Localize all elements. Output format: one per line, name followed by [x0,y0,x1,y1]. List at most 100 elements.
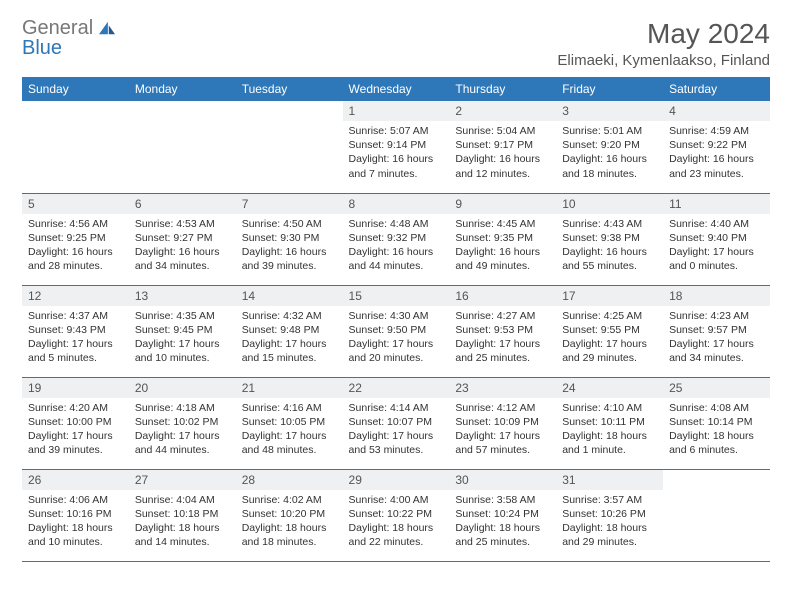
calendar-cell: 13Sunrise: 4:35 AMSunset: 9:45 PMDayligh… [129,285,236,377]
calendar-cell: 28Sunrise: 4:02 AMSunset: 10:20 PMDaylig… [236,469,343,561]
calendar-cell: 1Sunrise: 5:07 AMSunset: 9:14 PMDaylight… [343,101,450,193]
sunset-text: Sunset: 10:00 PM [28,415,123,429]
calendar-row: 19Sunrise: 4:20 AMSunset: 10:00 PMDaylig… [22,377,770,469]
sunrise-text: Sunrise: 4:40 AM [669,217,764,231]
weekday-header: Friday [556,77,663,101]
sunrise-text: Sunrise: 4:14 AM [349,401,444,415]
calendar-cell: 11Sunrise: 4:40 AMSunset: 9:40 PMDayligh… [663,193,770,285]
calendar-cell: 30Sunrise: 3:58 AMSunset: 10:24 PMDaylig… [449,469,556,561]
calendar-cell: 31Sunrise: 3:57 AMSunset: 10:26 PMDaylig… [556,469,663,561]
daylight-text: Daylight: 18 hours and 25 minutes. [455,521,550,549]
calendar-cell: 17Sunrise: 4:25 AMSunset: 9:55 PMDayligh… [556,285,663,377]
sunset-text: Sunset: 9:17 PM [455,138,550,152]
daylight-text: Daylight: 17 hours and 29 minutes. [562,337,657,365]
day-number: 11 [663,194,770,214]
day-details: Sunrise: 4:25 AMSunset: 9:55 PMDaylight:… [556,306,663,370]
calendar-cell: .. [129,101,236,193]
calendar-body: ...... 1Sunrise: 5:07 AMSunset: 9:14 PMDa… [22,101,770,561]
calendar-cell: 20Sunrise: 4:18 AMSunset: 10:02 PMDaylig… [129,377,236,469]
daylight-text: Daylight: 17 hours and 34 minutes. [669,337,764,365]
day-number: 31 [556,470,663,490]
title-block: May 2024 Elimaeki, Kymenlaakso, Finland [557,18,770,69]
month-title: May 2024 [557,18,770,50]
sunrise-text: Sunrise: 4:12 AM [455,401,550,415]
weekday-header: Thursday [449,77,556,101]
daylight-text: Daylight: 16 hours and 39 minutes. [242,245,337,273]
calendar-table: SundayMondayTuesdayWednesdayThursdayFrid… [22,77,770,562]
day-details: Sunrise: 4:08 AMSunset: 10:14 PMDaylight… [663,398,770,462]
calendar-cell: 15Sunrise: 4:30 AMSunset: 9:50 PMDayligh… [343,285,450,377]
daylight-text: Daylight: 16 hours and 23 minutes. [669,152,764,180]
sunrise-text: Sunrise: 4:02 AM [242,493,337,507]
calendar-cell: .. [663,469,770,561]
daylight-text: Daylight: 16 hours and 55 minutes. [562,245,657,273]
sunset-text: Sunset: 10:09 PM [455,415,550,429]
sunset-text: Sunset: 10:14 PM [669,415,764,429]
day-number: 1 [343,101,450,121]
daylight-text: Daylight: 18 hours and 29 minutes. [562,521,657,549]
day-number: 12 [22,286,129,306]
sunset-text: Sunset: 10:11 PM [562,415,657,429]
sunrise-text: Sunrise: 4:35 AM [135,309,230,323]
day-details: Sunrise: 4:40 AMSunset: 9:40 PMDaylight:… [663,214,770,278]
day-details: Sunrise: 4:37 AMSunset: 9:43 PMDaylight:… [22,306,129,370]
calendar-cell: 3Sunrise: 5:01 AMSunset: 9:20 PMDaylight… [556,101,663,193]
day-details: Sunrise: 4:12 AMSunset: 10:09 PMDaylight… [449,398,556,462]
sunset-text: Sunset: 9:40 PM [669,231,764,245]
day-number: 14 [236,286,343,306]
sunset-text: Sunset: 10:22 PM [349,507,444,521]
calendar-row: ......1Sunrise: 5:07 AMSunset: 9:14 PMDa… [22,101,770,193]
sunset-text: Sunset: 10:07 PM [349,415,444,429]
calendar-cell: 5Sunrise: 4:56 AMSunset: 9:25 PMDaylight… [22,193,129,285]
sunrise-text: Sunrise: 4:18 AM [135,401,230,415]
sunset-text: Sunset: 9:25 PM [28,231,123,245]
day-details: Sunrise: 4:04 AMSunset: 10:18 PMDaylight… [129,490,236,554]
logo-sail-icon [95,17,117,39]
calendar-row: 12Sunrise: 4:37 AMSunset: 9:43 PMDayligh… [22,285,770,377]
sunrise-text: Sunrise: 4:08 AM [669,401,764,415]
calendar-cell: .. [22,101,129,193]
daylight-text: Daylight: 17 hours and 0 minutes. [669,245,764,273]
daylight-text: Daylight: 18 hours and 14 minutes. [135,521,230,549]
daylight-text: Daylight: 17 hours and 53 minutes. [349,429,444,457]
calendar-cell: 7Sunrise: 4:50 AMSunset: 9:30 PMDaylight… [236,193,343,285]
sunrise-text: Sunrise: 4:10 AM [562,401,657,415]
day-number: 24 [556,378,663,398]
weekday-header: Tuesday [236,77,343,101]
daylight-text: Daylight: 16 hours and 28 minutes. [28,245,123,273]
calendar-cell: 26Sunrise: 4:06 AMSunset: 10:16 PMDaylig… [22,469,129,561]
day-details: Sunrise: 4:06 AMSunset: 10:16 PMDaylight… [22,490,129,554]
calendar-cell: 12Sunrise: 4:37 AMSunset: 9:43 PMDayligh… [22,285,129,377]
daylight-text: Daylight: 16 hours and 12 minutes. [455,152,550,180]
daylight-text: Daylight: 16 hours and 18 minutes. [562,152,657,180]
sunrise-text: Sunrise: 4:56 AM [28,217,123,231]
day-number: 2 [449,101,556,121]
day-number: 8 [343,194,450,214]
day-details: Sunrise: 4:32 AMSunset: 9:48 PMDaylight:… [236,306,343,370]
day-details: Sunrise: 5:01 AMSunset: 9:20 PMDaylight:… [556,121,663,185]
weekday-header: Saturday [663,77,770,101]
weekday-header: Sunday [22,77,129,101]
calendar-cell: 6Sunrise: 4:53 AMSunset: 9:27 PMDaylight… [129,193,236,285]
weekday-header: Monday [129,77,236,101]
day-number: 6 [129,194,236,214]
sunset-text: Sunset: 9:32 PM [349,231,444,245]
calendar-row: 5Sunrise: 4:56 AMSunset: 9:25 PMDaylight… [22,193,770,285]
sunset-text: Sunset: 9:30 PM [242,231,337,245]
sunset-text: Sunset: 9:45 PM [135,323,230,337]
day-number: 17 [556,286,663,306]
day-number: 9 [449,194,556,214]
calendar-cell: 4Sunrise: 4:59 AMSunset: 9:22 PMDaylight… [663,101,770,193]
calendar-cell: 19Sunrise: 4:20 AMSunset: 10:00 PMDaylig… [22,377,129,469]
day-details: Sunrise: 5:07 AMSunset: 9:14 PMDaylight:… [343,121,450,185]
day-number: 22 [343,378,450,398]
sunset-text: Sunset: 9:22 PM [669,138,764,152]
sunrise-text: Sunrise: 4:04 AM [135,493,230,507]
sunrise-text: Sunrise: 3:58 AM [455,493,550,507]
sunrise-text: Sunrise: 4:23 AM [669,309,764,323]
sunset-text: Sunset: 10:26 PM [562,507,657,521]
sunrise-text: Sunrise: 4:25 AM [562,309,657,323]
sunrise-text: Sunrise: 4:45 AM [455,217,550,231]
logo: GeneralBlue [22,18,117,58]
day-number: 13 [129,286,236,306]
